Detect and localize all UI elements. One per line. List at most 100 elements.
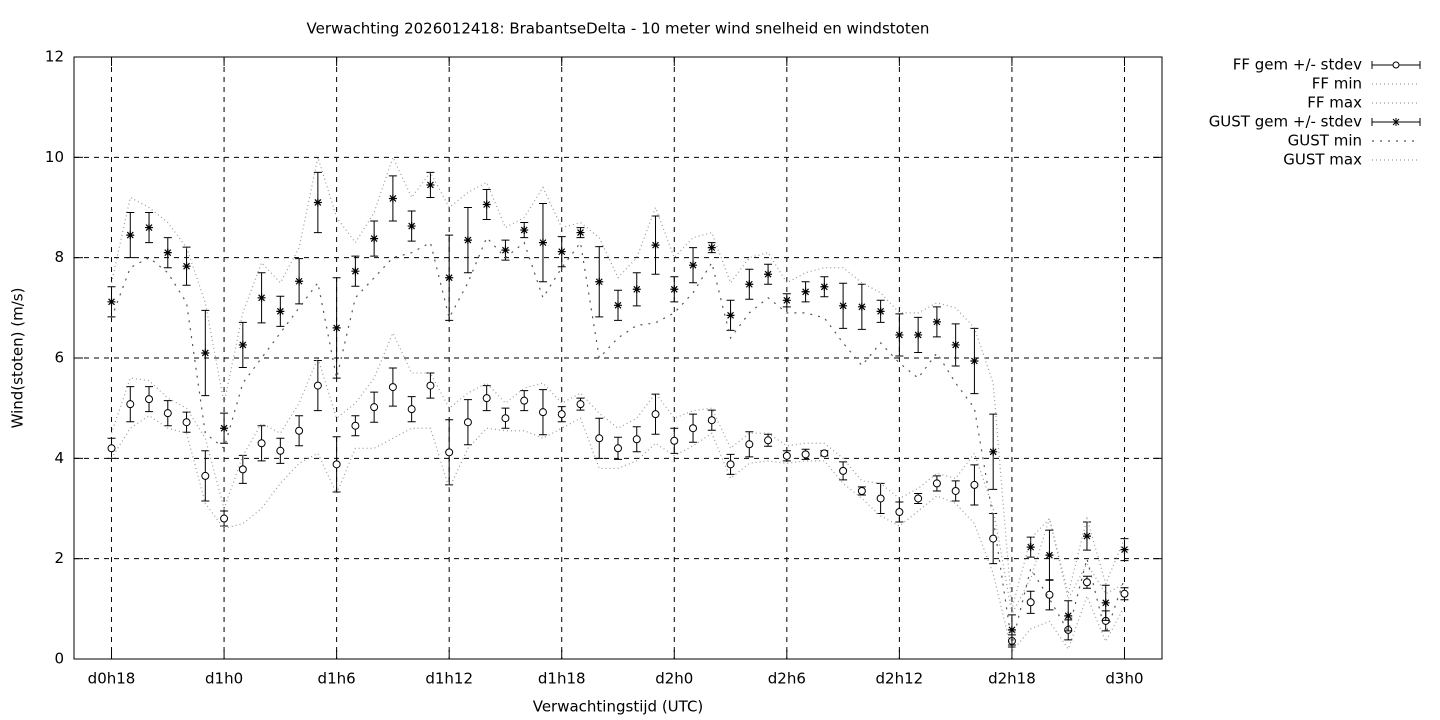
y-tick-label: 12 <box>45 48 64 66</box>
x-axis-label: Verwachtingstijd (UTC) <box>533 698 704 716</box>
point-marker <box>520 396 529 405</box>
point-marker <box>670 285 679 294</box>
point-marker <box>1026 598 1035 607</box>
x-tick-label: d1h12 <box>425 670 473 688</box>
point-marker <box>726 460 735 469</box>
point-marker <box>295 426 304 435</box>
point-marker <box>1045 590 1054 599</box>
point-marker <box>707 416 716 425</box>
point-marker <box>426 180 435 189</box>
point-marker <box>726 311 735 320</box>
point-marker <box>501 246 510 255</box>
point-marker <box>895 508 904 517</box>
point-marker <box>407 222 416 231</box>
point-marker <box>801 287 810 296</box>
point-marker <box>632 285 641 294</box>
point-marker <box>220 424 229 433</box>
point-marker <box>595 277 604 286</box>
point-marker <box>313 381 322 390</box>
legend-label: FF gem +/- stdev <box>1233 56 1362 74</box>
point-marker <box>238 465 247 474</box>
x-tick-label: d0h18 <box>88 670 136 688</box>
chart-title: Verwachting 2026012418: BrabantseDelta -… <box>307 20 930 38</box>
legend-swatch <box>1392 118 1400 126</box>
point-marker <box>914 330 923 339</box>
legend-swatch <box>1392 61 1400 69</box>
point-marker <box>388 383 397 392</box>
point-marker <box>801 450 810 459</box>
point-marker <box>857 486 866 495</box>
point-marker <box>989 534 998 543</box>
point-marker <box>182 418 191 427</box>
point-marker <box>201 471 210 480</box>
point-marker <box>276 446 285 455</box>
x-tick-label: d2h18 <box>988 670 1036 688</box>
point-marker <box>632 435 641 444</box>
x-tick-label: d2h6 <box>768 670 806 688</box>
point-marker <box>407 405 416 414</box>
point-marker <box>107 444 116 453</box>
point-marker <box>351 267 360 276</box>
point-marker <box>445 448 454 457</box>
point-marker <box>764 270 773 279</box>
point-marker <box>1007 625 1016 634</box>
point-marker <box>332 460 341 469</box>
point-marker <box>295 277 304 286</box>
point-marker <box>876 307 885 316</box>
point-marker <box>163 409 172 418</box>
point-marker <box>1120 545 1129 554</box>
point-marker <box>707 243 716 252</box>
point-marker <box>895 330 904 339</box>
point-marker <box>126 400 135 409</box>
point-marker <box>201 348 210 357</box>
y-tick-label: 8 <box>54 248 64 266</box>
point-marker <box>238 340 247 349</box>
point-marker <box>876 494 885 503</box>
point-marker <box>370 234 379 243</box>
point-marker <box>1045 551 1054 560</box>
point-marker <box>538 408 547 417</box>
point-marker <box>220 514 229 523</box>
point-marker <box>107 297 116 306</box>
point-marker <box>1026 543 1035 552</box>
point-marker <box>689 261 698 270</box>
point-marker <box>670 436 679 445</box>
point-marker <box>351 421 360 430</box>
x-tick-label: d1h6 <box>318 670 356 688</box>
point-marker <box>538 238 547 247</box>
point-marker <box>257 439 266 448</box>
series-line <box>111 414 1126 653</box>
point-marker <box>820 449 829 458</box>
point-marker <box>557 247 566 256</box>
y-tick-label: 0 <box>54 650 64 668</box>
point-marker <box>163 248 172 257</box>
legend-label: FF max <box>1307 94 1362 112</box>
point-marker <box>126 231 135 240</box>
point-marker <box>951 340 960 349</box>
point-marker <box>1101 598 1110 607</box>
point-marker <box>501 414 510 423</box>
legend-label: GUST gem +/- stdev <box>1209 113 1362 131</box>
point-marker <box>257 293 266 302</box>
point-marker <box>445 273 454 282</box>
y-tick-label: 2 <box>54 549 64 567</box>
point-marker <box>426 381 435 390</box>
x-tick-label: d3h0 <box>1105 670 1143 688</box>
point-marker <box>557 410 566 419</box>
point-marker <box>520 226 529 235</box>
point-marker <box>745 440 754 449</box>
point-marker <box>482 394 491 403</box>
point-marker <box>914 494 923 503</box>
point-marker <box>276 307 285 316</box>
series-line <box>110 331 1125 616</box>
legend-label: GUST max <box>1283 151 1362 169</box>
point-marker <box>576 228 585 237</box>
point-marker <box>857 302 866 311</box>
point-marker <box>482 200 491 209</box>
point-marker <box>370 403 379 412</box>
point-marker <box>182 262 191 271</box>
point-marker <box>1064 611 1073 620</box>
point-marker <box>614 301 622 310</box>
point-marker <box>1082 532 1091 541</box>
